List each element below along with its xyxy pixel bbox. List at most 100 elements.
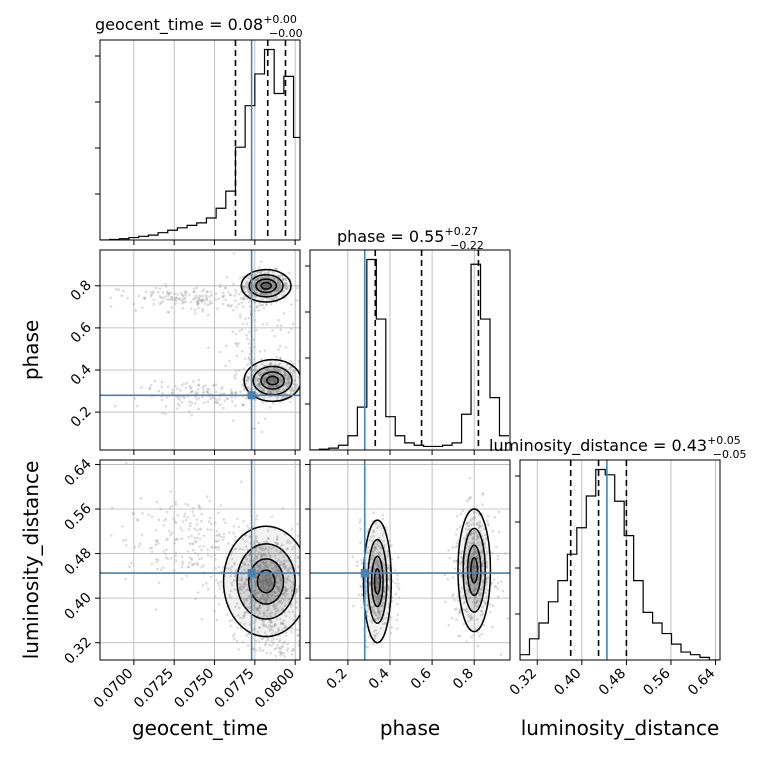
sample-point	[202, 288, 206, 291]
sample-point	[284, 614, 288, 618]
sample-point	[263, 292, 267, 296]
sample-point	[231, 634, 235, 638]
sample-point	[222, 532, 226, 536]
sample-point	[459, 551, 462, 555]
sample-point	[206, 391, 209, 394]
sample-point	[364, 586, 368, 589]
sample-point	[242, 600, 246, 604]
sample-point	[292, 389, 296, 392]
sample-point	[161, 300, 165, 303]
sample-point	[467, 590, 471, 594]
sample-point	[148, 546, 152, 550]
sample-point	[196, 299, 199, 303]
sample-point	[259, 370, 263, 373]
sample-point	[246, 234, 249, 237]
sample-point	[289, 360, 292, 363]
sample-point	[262, 579, 265, 583]
sample-point	[255, 540, 259, 543]
sample-point	[141, 511, 144, 515]
sample-point	[395, 573, 399, 577]
sample-point	[267, 378, 271, 382]
sample-point	[228, 619, 232, 623]
sample-point	[469, 518, 473, 522]
sample-point	[247, 594, 250, 598]
sample-point	[260, 362, 264, 366]
sample-point	[466, 613, 470, 617]
sample-point	[161, 291, 165, 294]
sample-point	[465, 592, 469, 596]
sample-point	[206, 303, 210, 307]
sample-point	[265, 293, 269, 297]
sample-point	[303, 588, 306, 591]
sample-point	[262, 540, 266, 544]
sample-point	[181, 562, 184, 566]
sample-point	[481, 503, 484, 506]
sample-point	[268, 384, 271, 388]
sample-point	[170, 504, 173, 508]
sample-point	[465, 499, 469, 503]
sample-point	[260, 292, 264, 296]
sample-point	[267, 545, 271, 549]
sample-point	[297, 639, 300, 643]
sample-point	[466, 610, 469, 614]
sample-point	[214, 546, 217, 549]
sample-point	[302, 560, 305, 563]
sample-point	[206, 400, 210, 404]
sample-point	[147, 513, 151, 516]
sample-point	[380, 604, 383, 607]
sample-point	[243, 290, 247, 294]
sample-point	[247, 300, 251, 304]
sample-point	[160, 380, 164, 384]
sample-point	[471, 574, 475, 577]
sample-point	[479, 529, 482, 533]
sample-point	[262, 595, 266, 598]
sample-point	[456, 599, 460, 602]
sample-point	[258, 603, 262, 607]
sample-point	[271, 373, 275, 376]
sample-point	[375, 579, 379, 583]
sample-point	[246, 363, 249, 366]
sample-point	[270, 611, 274, 615]
sample-point	[485, 583, 488, 587]
sample-point	[482, 623, 486, 627]
sample-point	[259, 597, 263, 600]
sample-point	[229, 294, 232, 297]
sample-point	[234, 342, 237, 345]
sample-point	[247, 376, 251, 379]
sample-point	[267, 638, 270, 641]
sample-point	[254, 555, 258, 559]
sample-point	[261, 578, 264, 581]
sample-point	[245, 281, 248, 285]
sample-point	[355, 564, 359, 568]
sample-point	[262, 548, 266, 551]
y-tick-label: 0.2	[68, 404, 95, 431]
sample-point	[184, 300, 188, 304]
sample-point	[182, 297, 185, 301]
sample-point	[202, 390, 206, 394]
sample-point	[373, 637, 376, 640]
sample-point	[268, 598, 272, 602]
sample-point	[197, 294, 201, 298]
x-tick-label: 0.8	[450, 666, 477, 693]
sample-point	[279, 563, 283, 567]
sample-point	[195, 518, 199, 521]
sample-point	[455, 541, 459, 545]
sample-point	[253, 606, 257, 610]
sample-point	[258, 566, 262, 570]
contour-level	[255, 278, 278, 294]
sample-point	[195, 561, 199, 565]
sample-point	[269, 628, 273, 631]
sample-point	[264, 579, 268, 583]
sample-point	[273, 565, 277, 568]
sample-point	[262, 283, 265, 287]
sample-point	[383, 595, 386, 599]
sample-point	[475, 595, 478, 599]
sample-point	[280, 379, 284, 382]
sample-point	[284, 284, 287, 288]
sample-point	[283, 371, 287, 374]
sample-point	[464, 581, 468, 584]
sample-point	[471, 587, 474, 591]
sample-point	[242, 287, 245, 290]
sample-point	[473, 511, 477, 514]
sample-point	[243, 295, 246, 299]
